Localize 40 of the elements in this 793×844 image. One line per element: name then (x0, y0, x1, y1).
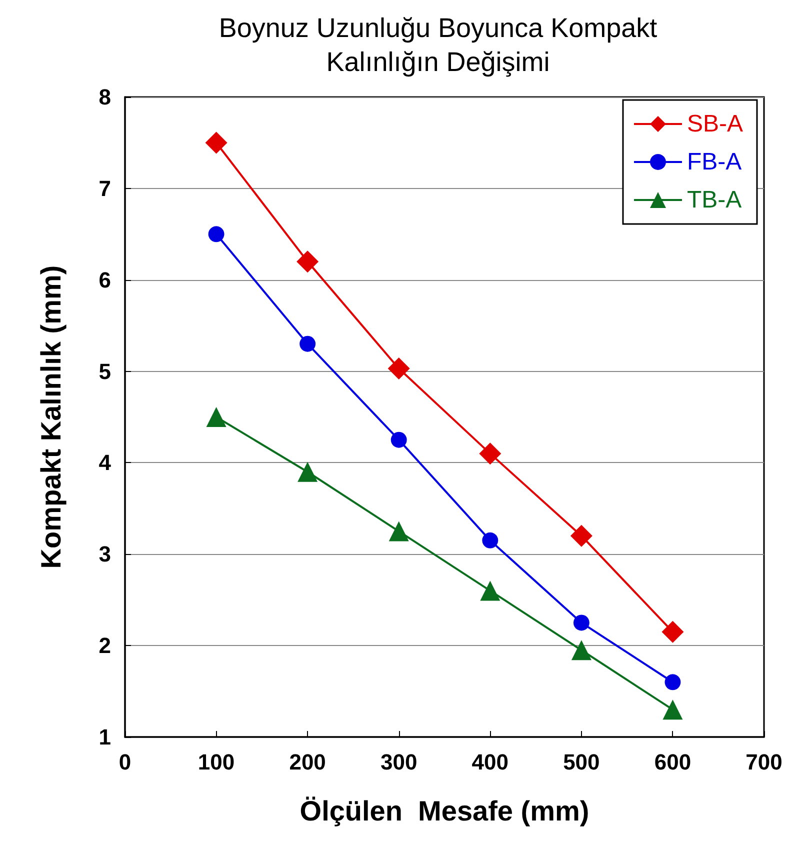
point (664, 674, 681, 690)
point (482, 532, 498, 548)
x-tick-label: 600 (654, 750, 692, 774)
point (573, 614, 590, 631)
chart-title: Boynuz Uzunluğu Boyunca Kompakt Kalınlığın Değişimi (218, 13, 658, 77)
point (480, 580, 500, 601)
legend-label: TB-A (686, 186, 742, 214)
point (208, 226, 224, 242)
x-tick-label: 100 (198, 750, 235, 774)
point (479, 442, 502, 465)
point (570, 524, 592, 547)
x-axis-title: Ölçülen Mesafe (mm) (300, 796, 590, 826)
x-tick-label: 0 (118, 750, 132, 774)
y-tick-label: 4 (98, 450, 112, 476)
x-tick-label: 200 (289, 750, 326, 774)
point (390, 432, 407, 448)
x-tick-label: 500 (563, 750, 600, 774)
point (300, 336, 316, 352)
y-tick-label: 3 (98, 542, 111, 567)
point (662, 620, 684, 643)
point (662, 700, 683, 720)
y-tick-label: 6 (98, 267, 111, 292)
x-tick-label: 700 (746, 750, 782, 774)
y-tick-label: 7 (98, 176, 111, 201)
legend-label: FB-A (686, 148, 742, 176)
y-axis-title: Kompakt Kalınlık (mm) (36, 265, 66, 569)
legend-label: SB-A (686, 110, 743, 138)
x-tick-label: 300 (380, 750, 418, 774)
point (205, 132, 228, 154)
point (571, 640, 592, 660)
y-tick-label: 5 (98, 358, 111, 384)
point (206, 407, 226, 427)
point (296, 250, 319, 273)
y-tick-label: 1 (98, 724, 111, 750)
point (388, 358, 410, 380)
point (298, 462, 318, 482)
x-tick-label: 400 (472, 750, 508, 774)
y-tick-label: 2 (98, 633, 111, 658)
y-tick-label: 8 (98, 84, 111, 110)
point (388, 521, 409, 542)
